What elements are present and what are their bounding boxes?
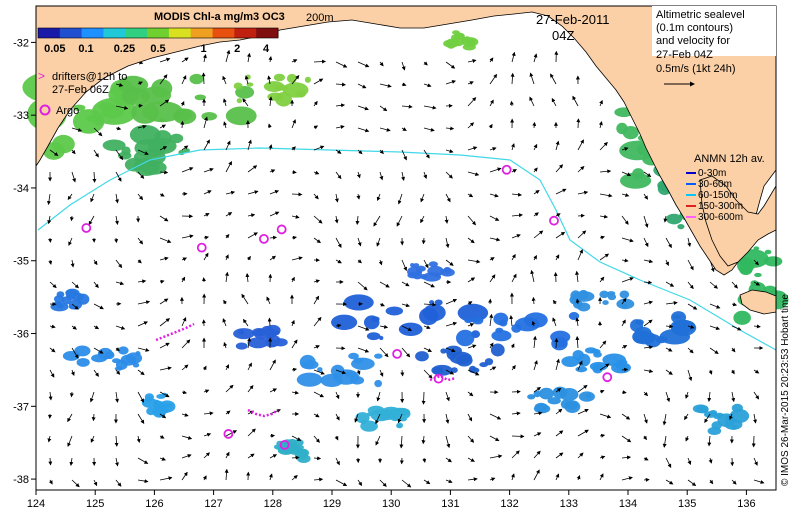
lon-tick-label: 125 bbox=[86, 498, 104, 510]
argo-float-marker bbox=[259, 234, 269, 244]
colorbar-swatch bbox=[190, 28, 214, 38]
date-line1: 27-Feb-2011 bbox=[536, 12, 609, 27]
altimetry-line-3: and velocity for bbox=[656, 35, 730, 47]
lat-tick-label: -33 bbox=[13, 110, 29, 122]
colorbar-tick-label: 0.5 bbox=[150, 43, 165, 55]
lat-tick-label: -36 bbox=[13, 329, 29, 341]
colorbar-swatch bbox=[256, 28, 279, 38]
argo-float-marker bbox=[602, 372, 613, 383]
drifters-note: > drifters@12h to 27-Feb 06Z Argo bbox=[38, 69, 127, 117]
argo-float-marker bbox=[223, 429, 234, 439]
colorbar-swatch bbox=[81, 28, 104, 38]
lat-tick-label: -38 bbox=[13, 474, 29, 486]
argo-floats bbox=[81, 164, 613, 450]
drifter-tracks bbox=[155, 322, 457, 418]
argo-float-marker bbox=[81, 223, 92, 233]
colorbar-tick-label: 0.25 bbox=[114, 43, 135, 55]
lat-tick-label: -32 bbox=[13, 37, 29, 49]
anmn-item-label: 150-300m bbox=[698, 201, 743, 212]
altimetry-line-4: 27-Feb 04Z bbox=[656, 49, 713, 61]
colorbar-swatch bbox=[59, 28, 83, 38]
map-frame bbox=[35, 5, 777, 491]
anmn-title: ANMN 12h av. bbox=[694, 153, 765, 165]
colorbar-swatch bbox=[125, 28, 148, 38]
drifters-line-1: drifters@12h to bbox=[52, 71, 127, 83]
lat-tick-label: -34 bbox=[13, 183, 29, 195]
latitude-axis: -32 -33 -34 -35 -36 -37 -38 bbox=[13, 37, 36, 486]
colorbar-swatch bbox=[103, 28, 126, 38]
colorbar-swatch bbox=[168, 28, 192, 38]
colorbar-tick-label: 1 bbox=[201, 43, 207, 55]
velocity-arrows bbox=[46, 49, 765, 488]
lat-tick-label: -35 bbox=[13, 256, 29, 268]
drifters-line-2: 27-Feb 06Z bbox=[52, 84, 109, 96]
anmn-item-label: 300-600m bbox=[698, 212, 743, 223]
date-line2: 04Z bbox=[552, 28, 574, 43]
argo-float-marker bbox=[279, 439, 290, 450]
contour-depth-label: 200m bbox=[306, 12, 334, 24]
colorbar-tick-label: 0.05 bbox=[44, 43, 65, 55]
lon-tick-label: 131 bbox=[441, 498, 459, 510]
lon-tick-label: 136 bbox=[737, 498, 755, 510]
colorbar-swatch bbox=[147, 28, 170, 38]
anmn-item-label: 0-30m bbox=[698, 168, 726, 179]
anmn-item-label: 30-60m bbox=[698, 179, 732, 190]
colorbar-title: MODIS Chl-a mg/m3 OC3 bbox=[154, 11, 285, 23]
altimetry-line-5: 0.5m/s (1kt 24h) bbox=[656, 63, 735, 75]
altimetry-note: Altimetric sealevel (0.1m contours) and … bbox=[652, 6, 776, 87]
longitude-axis: 124 125 126 127 128 129 130 131 132 133 134 135 136 bbox=[27, 490, 756, 510]
colorbar-legend: MODIS Chl-a mg/m3 OC3 0.05 0.1 0.25 0.5 1 2 4 bbox=[37, 11, 285, 55]
colorbar-tick-label: 2 bbox=[234, 43, 240, 55]
lon-tick-label: 127 bbox=[204, 498, 222, 510]
lon-tick-label: 124 bbox=[27, 498, 45, 510]
drifter-symbol: > bbox=[38, 69, 45, 83]
colorbar-tick-label: 0.1 bbox=[78, 43, 93, 55]
altimetry-line-2: (0.1m contours) bbox=[656, 22, 733, 34]
lon-tick-label: 132 bbox=[500, 498, 518, 510]
eyre-peninsula bbox=[699, 175, 777, 267]
lon-tick-label: 128 bbox=[264, 498, 282, 510]
altimetry-line-1: Altimetric sealevel bbox=[656, 9, 745, 21]
colorbar-tick-label: 4 bbox=[263, 43, 270, 55]
anmn-item-label: 60-150m bbox=[698, 190, 737, 201]
lon-tick-label: 130 bbox=[382, 498, 400, 510]
argo-symbol bbox=[39, 104, 51, 116]
argo-float-marker bbox=[196, 242, 207, 253]
argo-float-marker bbox=[392, 348, 403, 359]
anmn-legend: ANMN 12h av. 0-30m30-60m60-150m150-300m3… bbox=[686, 153, 765, 223]
colorbar-swatch bbox=[234, 28, 257, 38]
lat-tick-label: -37 bbox=[13, 401, 29, 413]
argo-float-marker bbox=[549, 215, 559, 226]
credit-text: © IMOS 26-Mar-2015 20:23:53 Hobart time bbox=[780, 294, 791, 486]
colorbar-swatch bbox=[212, 28, 235, 38]
argo-float-marker bbox=[276, 224, 287, 235]
lon-tick-label: 135 bbox=[678, 498, 696, 510]
lon-tick-label: 126 bbox=[145, 498, 163, 510]
lon-tick-label: 129 bbox=[323, 498, 341, 510]
lon-tick-label: 134 bbox=[619, 498, 637, 510]
colorbar-swatch bbox=[38, 28, 61, 38]
argo-float-marker bbox=[501, 164, 512, 175]
lon-tick-label: 133 bbox=[560, 498, 578, 510]
argo-label: Argo bbox=[56, 105, 79, 117]
